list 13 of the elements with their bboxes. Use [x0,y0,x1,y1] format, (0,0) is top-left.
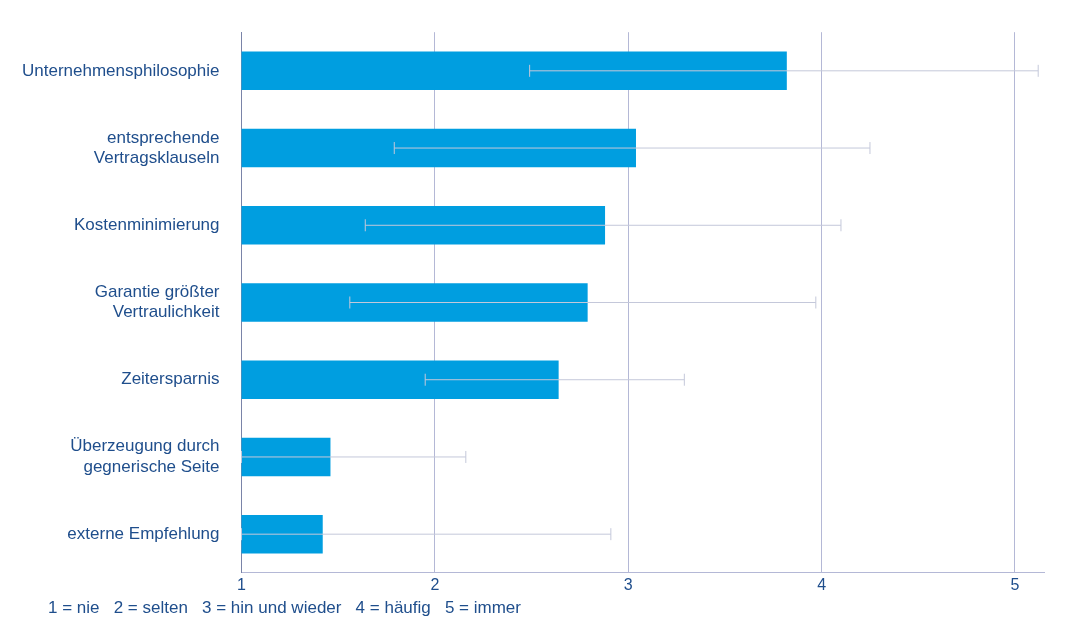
y-tick-label: Zeitersparnis [121,369,220,389]
x-tick-label: 4 [817,575,827,593]
y-tick-label: entsprechende Vertragsklauseln [93,127,220,167]
y-tick-label: Überzeugung durch gegnerische Seite [70,436,220,476]
text: 1 = nie 2 = selten 3 = hin und wieder 4 = häufig 5 = immer [48,598,522,618]
x-tick-label: 3 [623,575,633,593]
y-tick-label: Kostenminimierung [74,214,220,234]
x-tick-label: 5 [1010,575,1020,593]
y-tick-label: externe Empfehlung [67,523,220,543]
y-tick-label: Garantie größter Vertraulichkeit [94,281,220,322]
x-tick-label: 2 [430,575,440,593]
x-tick-label: 1 [237,575,247,593]
y-tick-label: Unternehmensphilosophie [21,60,220,80]
